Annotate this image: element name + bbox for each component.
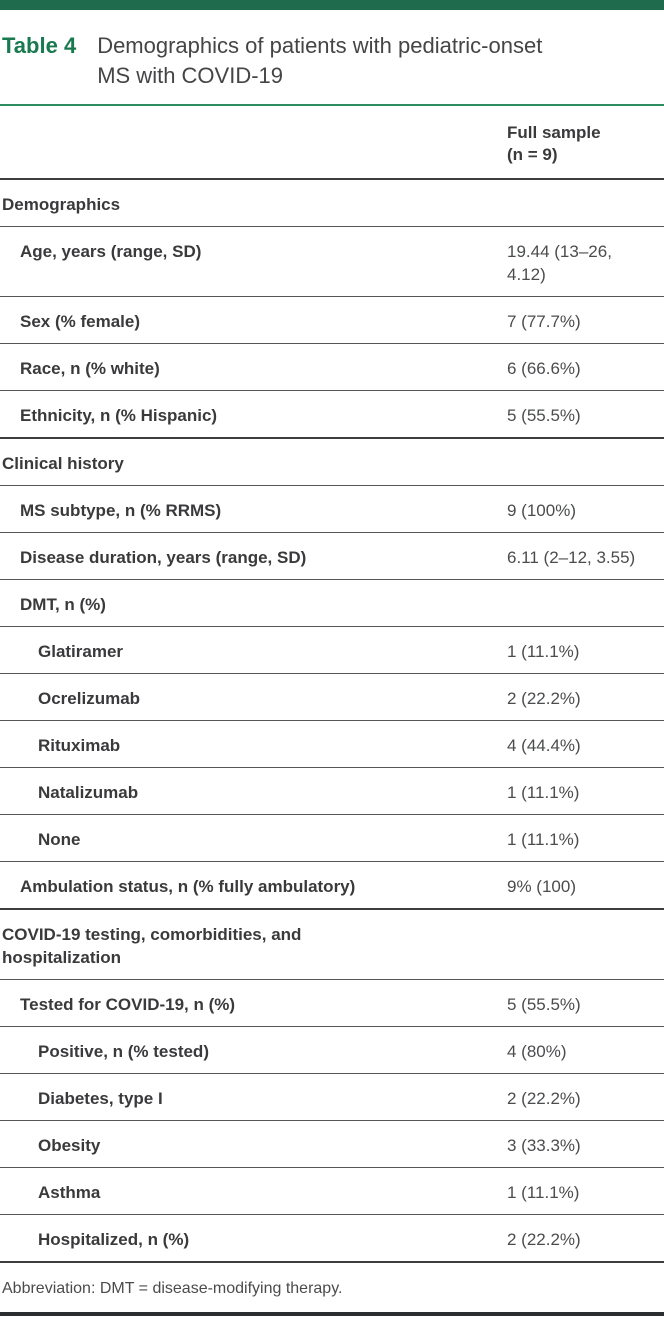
row-label: Asthma	[38, 1183, 101, 1202]
row-value: 1 (11.1%)	[507, 642, 580, 661]
row-label: Rituximab	[38, 736, 121, 755]
table-bottom-rule	[0, 1312, 664, 1316]
table-row: Race, n (% white) 6 (66.6%)	[0, 343, 664, 390]
row-value: 2 (22.2%)	[507, 1230, 581, 1249]
row-label: Race, n (% white)	[20, 359, 160, 378]
table-row: Tested for COVID-19, n (%) 5 (55.5%)	[0, 979, 664, 1026]
row-value: 1 (11.1%)	[507, 1183, 580, 1202]
row-label: Demographics	[2, 195, 121, 214]
row-label: COVID-19 testing, comorbidities, and hos…	[2, 925, 302, 967]
row-label: Natalizumab	[38, 783, 139, 802]
table-row: Disease duration, years (range, SD) 6.11 …	[0, 532, 664, 579]
row-value: 6 (66.6%)	[507, 359, 581, 378]
table-row: Hospitalized, n (%) 2 (22.2%)	[0, 1214, 664, 1261]
row-label: Clinical history	[2, 454, 124, 473]
table-row: Ethnicity, n (% Hispanic) 5 (55.5%)	[0, 390, 664, 437]
table-row: Ocrelizumab 2 (22.2%)	[0, 673, 664, 720]
row-value: 7 (77.7%)	[507, 312, 581, 331]
section-header-row: Demographics	[0, 178, 664, 226]
masthead-bar	[0, 0, 664, 10]
row-value: 4 (44.4%)	[507, 736, 581, 755]
row-value	[507, 923, 664, 969]
row-value: 1 (11.1%)	[507, 783, 580, 802]
table-row: Glatiramer 1 (11.1%)	[0, 626, 664, 673]
row-value	[507, 593, 664, 616]
row-label: Ambulation status, n (% fully ambulatory…	[20, 877, 356, 896]
row-label: Tested for COVID-19, n (%)	[20, 995, 236, 1014]
row-value: 6.11 (2–12, 3.55)	[507, 548, 636, 567]
table-row: Asthma 1 (11.1%)	[0, 1167, 664, 1214]
table-row: Obesity 3 (33.3%)	[0, 1120, 664, 1167]
row-value: 5 (55.5%)	[507, 995, 581, 1014]
row-label: Hospitalized, n (%)	[38, 1230, 190, 1249]
row-label: DMT, n (%)	[20, 595, 106, 614]
row-label: Ocrelizumab	[38, 689, 141, 708]
row-value: 9 (100%)	[507, 501, 576, 520]
row-label: None	[38, 830, 81, 849]
table-body: Demographics Age, years (range, SD) 19.44 …	[0, 178, 664, 1261]
table-row: MS subtype, n (% RRMS) 9 (100%)	[0, 485, 664, 532]
row-label: Diabetes, type I	[38, 1089, 163, 1108]
table-title-text: Demographics of patients with pediatric-…	[97, 33, 543, 88]
table-row: Ambulation status, n (% fully ambulatory…	[0, 861, 664, 908]
row-value	[507, 193, 664, 216]
table-row: None 1 (11.1%)	[0, 814, 664, 861]
table-row: Rituximab 4 (44.4%)	[0, 720, 664, 767]
column-header-spacer	[0, 122, 507, 166]
table-row: Age, years (range, SD) 19.44 (13–26, 4.12…	[0, 226, 664, 296]
row-value: 19.44 (13–26, 4.12)	[507, 242, 612, 284]
row-label: Ethnicity, n (% Hispanic)	[20, 406, 218, 425]
row-label: Age, years (range, SD)	[20, 242, 202, 261]
row-label: Sex (% female)	[20, 312, 140, 331]
row-label: MS subtype, n (% RRMS)	[20, 501, 222, 520]
full-sample-column-header: Full sample (n = 9)	[507, 123, 601, 164]
row-value: 1 (11.1%)	[507, 830, 580, 849]
row-value	[507, 452, 664, 475]
column-header-row: Full sample (n = 9)	[0, 106, 664, 178]
table-caption: Table 4 Demographics of patients with pe…	[0, 10, 664, 104]
row-label: Positive, n (% tested)	[38, 1042, 209, 1061]
table-row: Diabetes, type I 2 (22.2%)	[0, 1073, 664, 1120]
table-row: Sex (% female) 7 (77.7%)	[0, 296, 664, 343]
table-row: Positive, n (% tested) 4 (80%)	[0, 1026, 664, 1073]
row-value: 9% (100)	[507, 877, 576, 896]
caption-divider-rule	[0, 104, 664, 106]
row-label: Disease duration, years (range, SD)	[20, 548, 307, 567]
table-row: DMT, n (%)	[0, 579, 664, 626]
row-value: 3 (33.3%)	[507, 1136, 581, 1155]
table-number-label: Table 4	[2, 33, 77, 58]
row-value: 5 (55.5%)	[507, 406, 581, 425]
row-label: Obesity	[38, 1136, 101, 1155]
abbreviation-footnote: Abbreviation: DMT = disease-modifying th…	[0, 1261, 664, 1312]
section-header-row: COVID-19 testing, comorbidities, and hos…	[0, 908, 664, 979]
row-value: 2 (22.2%)	[507, 689, 581, 708]
row-label: Glatiramer	[38, 642, 124, 661]
row-value: 4 (80%)	[507, 1042, 567, 1061]
section-header-row: Clinical history	[0, 437, 664, 485]
row-value: 2 (22.2%)	[507, 1089, 581, 1108]
table-row: Natalizumab 1 (11.1%)	[0, 767, 664, 814]
